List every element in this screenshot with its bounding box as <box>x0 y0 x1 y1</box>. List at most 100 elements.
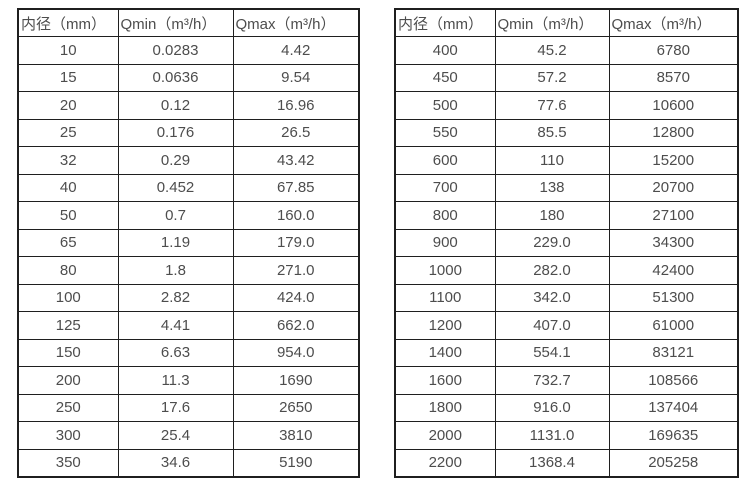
qmin-cell: 77.6 <box>494 91 610 120</box>
qmin-cell: 0.0636 <box>117 63 234 92</box>
qmin-cell: 407.0 <box>494 311 610 340</box>
qmin-cell: 110 <box>494 146 610 175</box>
diameter-cell: 300 <box>17 421 119 450</box>
qmin-cell: 11.3 <box>117 366 234 395</box>
diameter-cell: 1200 <box>394 311 496 340</box>
qmin-cell: 1.19 <box>117 228 234 257</box>
qmax-cell: 16.96 <box>232 91 360 120</box>
table-row: 900 229.0 34300 <box>394 228 739 257</box>
qmax-cell: 34300 <box>608 228 739 257</box>
diameter-cell: 450 <box>394 63 496 92</box>
table-row: 300 25.4 3810 <box>17 421 360 450</box>
table-row: 50 0.7 160.0 <box>17 201 360 230</box>
diameter-cell: 250 <box>17 393 119 422</box>
diameter-cell: 500 <box>394 91 496 120</box>
table-header-row: 内径（mm） Qmin（m³/h） Qmax（m³/h） <box>394 8 739 37</box>
qmax-cell: 424.0 <box>232 283 360 312</box>
qmin-cell: 34.6 <box>117 448 234 477</box>
table-row: 80 1.8 271.0 <box>17 256 360 285</box>
qmin-cell: 0.7 <box>117 201 234 230</box>
table-row: 1800 916.0 137404 <box>394 393 739 422</box>
qmin-cell: 2.82 <box>117 283 234 312</box>
flow-spec-table-small-diameters: 内径（mm） Qmin（m³/h） Qmax（m³/h） 10 0.0283 4.4… <box>17 8 360 478</box>
table-row: 400 45.2 6780 <box>394 36 739 65</box>
table-row: 10 0.0283 4.42 <box>17 36 360 65</box>
diameter-cell: 1600 <box>394 366 496 395</box>
flow-spec-table-large-diameters: 内径（mm） Qmin（m³/h） Qmax（m³/h） 400 45.2 6780… <box>394 8 739 478</box>
qmax-cell: 12800 <box>608 118 739 147</box>
qmin-cell: 1.8 <box>117 256 234 285</box>
table-row: 450 57.2 8570 <box>394 63 739 92</box>
qmax-cell: 26.5 <box>232 118 360 147</box>
column-header-qmax: Qmax（m³/h） <box>232 8 360 37</box>
qmax-cell: 27100 <box>608 201 739 230</box>
qmax-cell: 20700 <box>608 173 739 202</box>
qmax-cell: 205258 <box>608 448 739 477</box>
qmin-cell: 25.4 <box>117 421 234 450</box>
qmax-cell: 271.0 <box>232 256 360 285</box>
qmax-cell: 61000 <box>608 311 739 340</box>
qmax-cell: 9.54 <box>232 63 360 92</box>
diameter-cell: 32 <box>17 146 119 175</box>
qmax-cell: 5190 <box>232 448 360 477</box>
diameter-cell: 65 <box>17 228 119 257</box>
column-header-diameter: 内径（mm） <box>394 8 496 37</box>
diameter-cell: 350 <box>17 448 119 477</box>
table-row: 100 2.82 424.0 <box>17 283 360 312</box>
table-row: 550 85.5 12800 <box>394 118 739 147</box>
column-header-qmax: Qmax（m³/h） <box>608 8 739 37</box>
qmin-cell: 0.29 <box>117 146 234 175</box>
table-header-row: 内径（mm） Qmin（m³/h） Qmax（m³/h） <box>17 8 360 37</box>
diameter-cell: 150 <box>17 338 119 367</box>
qmin-cell: 0.452 <box>117 173 234 202</box>
qmin-cell: 0.12 <box>117 91 234 120</box>
qmax-cell: 51300 <box>608 283 739 312</box>
qmin-cell: 180 <box>494 201 610 230</box>
qmin-cell: 45.2 <box>494 36 610 65</box>
diameter-cell: 1000 <box>394 256 496 285</box>
qmax-cell: 43.42 <box>232 146 360 175</box>
qmax-cell: 8570 <box>608 63 739 92</box>
diameter-cell: 200 <box>17 366 119 395</box>
table-row: 600 110 15200 <box>394 146 739 175</box>
table-row: 500 77.6 10600 <box>394 91 739 120</box>
diameter-cell: 40 <box>17 173 119 202</box>
qmin-cell: 1131.0 <box>494 421 610 450</box>
diameter-cell: 25 <box>17 118 119 147</box>
table-row: 200 11.3 1690 <box>17 366 360 395</box>
table-row: 350 34.6 5190 <box>17 448 360 477</box>
qmin-cell: 229.0 <box>494 228 610 257</box>
diameter-cell: 125 <box>17 311 119 340</box>
table-row: 20 0.12 16.96 <box>17 91 360 120</box>
qmax-cell: 108566 <box>608 366 739 395</box>
qmin-cell: 138 <box>494 173 610 202</box>
qmin-cell: 732.7 <box>494 366 610 395</box>
diameter-cell: 15 <box>17 63 119 92</box>
qmax-cell: 6780 <box>608 36 739 65</box>
table-row: 800 180 27100 <box>394 201 739 230</box>
column-header-qmin: Qmin（m³/h） <box>117 8 234 37</box>
qmax-cell: 1690 <box>232 366 360 395</box>
qmax-cell: 137404 <box>608 393 739 422</box>
qmin-cell: 282.0 <box>494 256 610 285</box>
qmin-cell: 6.63 <box>117 338 234 367</box>
diameter-cell: 800 <box>394 201 496 230</box>
column-header-qmin: Qmin（m³/h） <box>494 8 610 37</box>
qmin-cell: 0.176 <box>117 118 234 147</box>
qmax-cell: 179.0 <box>232 228 360 257</box>
diameter-cell: 20 <box>17 91 119 120</box>
table-row: 1400 554.1 83121 <box>394 338 739 367</box>
qmax-cell: 2650 <box>232 393 360 422</box>
qmin-cell: 916.0 <box>494 393 610 422</box>
diameter-cell: 600 <box>394 146 496 175</box>
diameter-cell: 80 <box>17 256 119 285</box>
qmin-cell: 554.1 <box>494 338 610 367</box>
qmax-cell: 10600 <box>608 91 739 120</box>
diameter-cell: 1400 <box>394 338 496 367</box>
qmax-cell: 4.42 <box>232 36 360 65</box>
diameter-cell: 2200 <box>394 448 496 477</box>
diameter-cell: 1800 <box>394 393 496 422</box>
qmax-cell: 67.85 <box>232 173 360 202</box>
diameter-cell: 700 <box>394 173 496 202</box>
table-row: 65 1.19 179.0 <box>17 228 360 257</box>
